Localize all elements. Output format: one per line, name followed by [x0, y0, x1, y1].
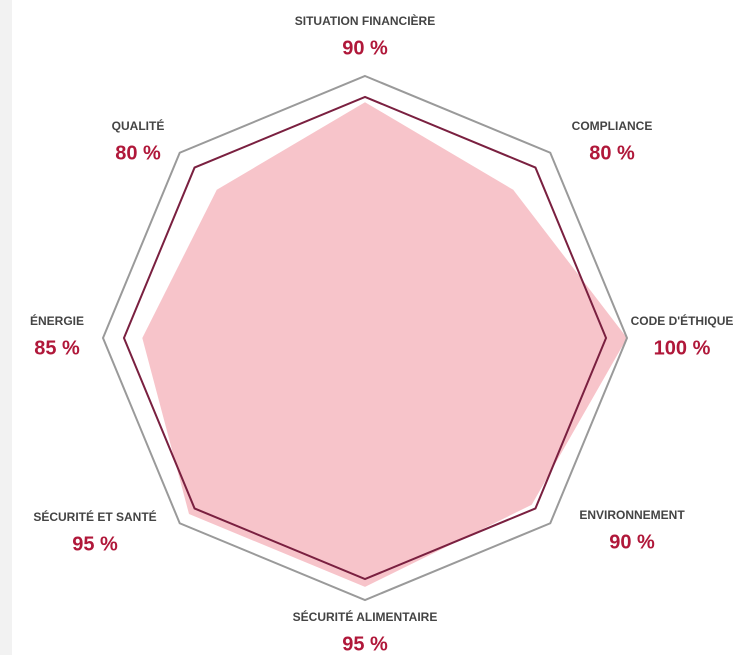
- category-label: QUALITÉ: [112, 118, 165, 133]
- grid-ring: [101, 74, 629, 602]
- value-label: 100 %: [654, 337, 711, 359]
- category-label: ÉNERGIE: [30, 313, 84, 328]
- side-strip: [0, 0, 12, 655]
- value-label: 90 %: [342, 37, 388, 59]
- value-label: 90 %: [609, 531, 655, 553]
- category-label: SÉCURITÉ ALIMENTAIRE: [293, 609, 438, 624]
- category-label: SÉCURITÉ ET SANTÉ: [33, 509, 156, 524]
- value-label: 95 %: [342, 633, 388, 655]
- category-label: CODE D'ÉTHIQUE: [631, 313, 734, 328]
- category-label: COMPLIANCE: [572, 119, 653, 133]
- category-label: ENVIRONNEMENT: [579, 508, 685, 522]
- category-label: SITUATION FINANCIÈRE: [295, 13, 435, 28]
- value-label: 85 %: [34, 337, 80, 359]
- value-label: 95 %: [72, 533, 118, 555]
- grid-ring: [122, 95, 608, 581]
- value-label: 80 %: [115, 142, 161, 164]
- radar-area: [142, 102, 628, 587]
- value-label: 80 %: [589, 142, 635, 164]
